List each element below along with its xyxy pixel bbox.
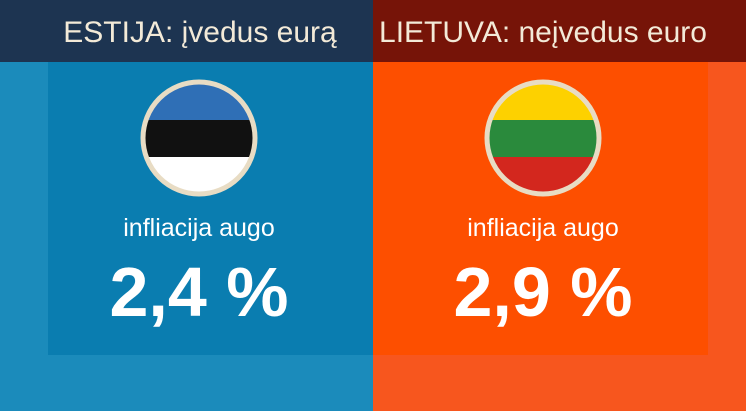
right-header [373, 0, 746, 62]
right-subtitle: infliacija augo [467, 214, 619, 242]
left-subtitle: infliacija augo [123, 214, 275, 242]
left-header [0, 0, 373, 62]
right-title: LIETUVA: neįvedus euro [379, 16, 707, 49]
left-title: ESTIJA: įvedus eurą [63, 16, 337, 49]
right-value: 2,9 % [454, 253, 633, 331]
left-value: 2,4 % [110, 253, 289, 331]
